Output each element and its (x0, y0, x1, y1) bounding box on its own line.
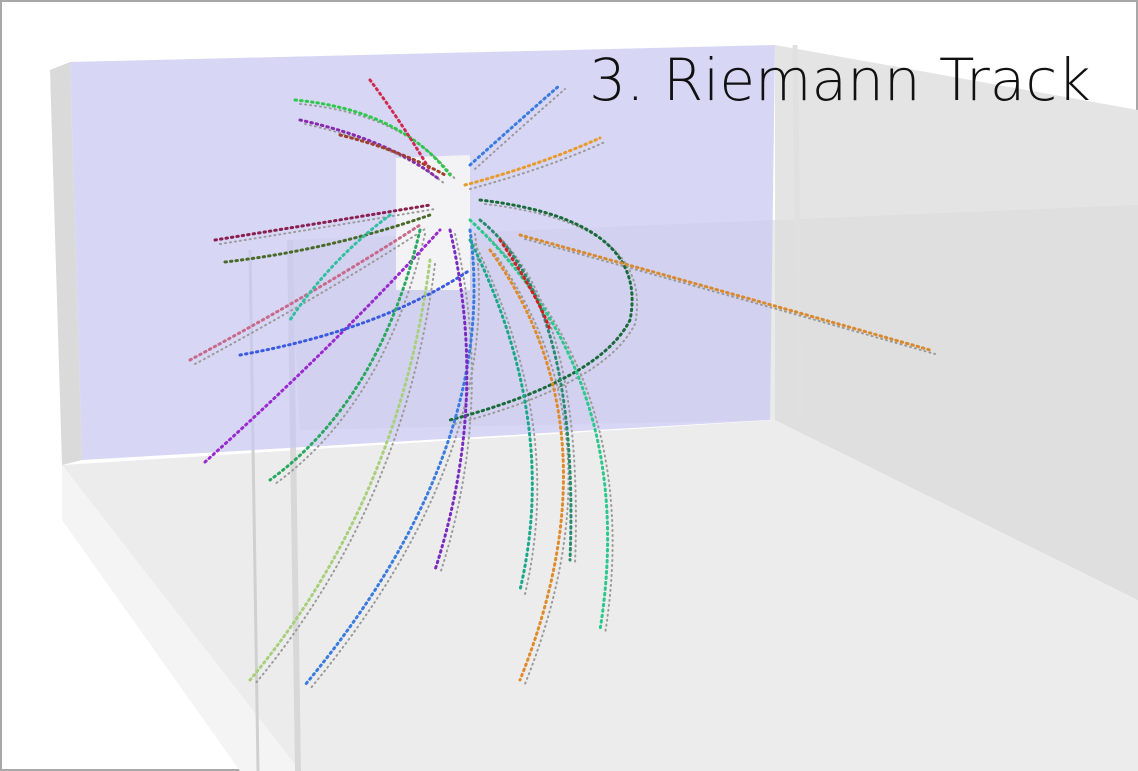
scene-view: 3. Riemann Track (0, 0, 1138, 771)
page: 3. Riemann Track (() => { const data = J… (0, 0, 1138, 771)
view-title: 3. Riemann Track (589, 46, 1091, 114)
detector-box (50, 45, 1138, 771)
